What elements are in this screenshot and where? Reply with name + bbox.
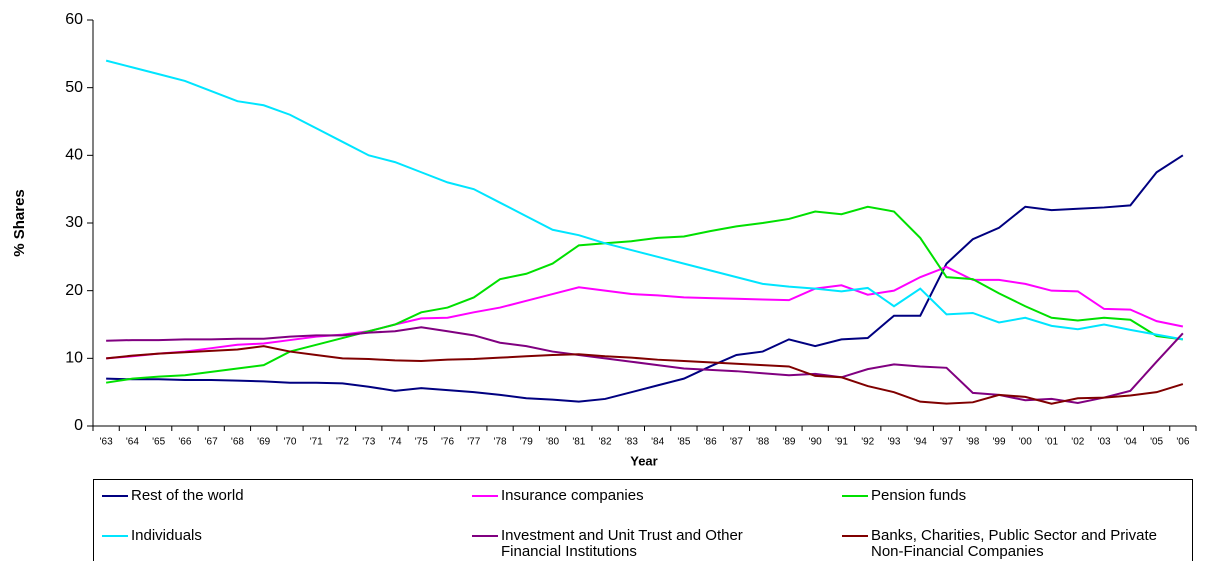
x-tick-label: '82 xyxy=(599,437,612,448)
x-tick-label: '70 xyxy=(283,437,296,448)
x-tick-label: '91 xyxy=(835,437,848,448)
y-tick-label: 0 xyxy=(74,417,83,434)
legend: Rest of the world Insurance companies Pens… xyxy=(93,479,1193,561)
y-axis-title: % Shares xyxy=(11,189,28,257)
x-tick-label: '75 xyxy=(415,437,428,448)
x-tick-label: '85 xyxy=(677,437,690,448)
legend-swatch xyxy=(842,535,868,537)
y-tick-label: 10 xyxy=(65,350,83,367)
legend-item: Investment and Unit Trust and Other Fina… xyxy=(468,528,798,560)
x-tick-label: '84 xyxy=(651,437,664,448)
legend-label: Investment and Unit Trust and Other Fina… xyxy=(501,527,743,560)
y-tick-label: 20 xyxy=(65,282,83,299)
x-tick-label: '99 xyxy=(993,437,1006,448)
x-tick-label: '90 xyxy=(809,437,822,448)
series-line xyxy=(105,59,1184,341)
legend-swatch xyxy=(102,535,128,537)
legend-label: Rest of the world xyxy=(131,487,244,504)
x-tick-label: '77 xyxy=(467,437,480,448)
legend-item: Individuals xyxy=(98,528,428,544)
legend-item: Rest of the world xyxy=(98,488,428,504)
legend-swatch xyxy=(842,495,868,497)
plot: % Shares Year 0 10 20 30 40 50 60 '63 '64 '65 '66 '… xyxy=(11,11,1197,468)
legend-item: Insurance companies xyxy=(468,488,798,504)
legend-item: Banks, Charities, Public Sector and Priv… xyxy=(838,528,1168,560)
x-tick-label: '86 xyxy=(704,437,717,448)
x-tick-label: '97 xyxy=(940,437,953,448)
x-tick-label: '78 xyxy=(494,437,507,448)
x-tick-label: '73 xyxy=(362,437,375,448)
series-line xyxy=(106,345,1184,405)
x-tick-label: '92 xyxy=(861,437,874,448)
legend-label: Individuals xyxy=(131,527,202,544)
legend-label: Banks, Charities, Public Sector and Priv… xyxy=(871,527,1157,560)
x-tick-label: '02 xyxy=(1071,437,1084,448)
x-tick-label: '79 xyxy=(520,437,533,448)
x-tick-label: '98 xyxy=(966,437,979,448)
x-tick-label: '04 xyxy=(1124,437,1137,448)
x-axis-title: Year xyxy=(630,453,657,468)
x-tick-label: '71 xyxy=(310,437,323,448)
legend-item: Pension funds xyxy=(838,488,1168,504)
x-tick-label: '76 xyxy=(441,437,454,448)
x-tick-label: '63 xyxy=(100,437,113,448)
x-tick-label: '06 xyxy=(1176,437,1189,448)
legend-swatch xyxy=(102,495,128,497)
x-tick-label: '01 xyxy=(1045,437,1058,448)
x-tick-label: '03 xyxy=(1098,437,1111,448)
x-tick-label: '67 xyxy=(205,437,218,448)
x-tick-label: '66 xyxy=(178,437,191,448)
x-tick-label: '89 xyxy=(782,437,795,448)
x-tick-label: '74 xyxy=(388,437,401,448)
series-line xyxy=(106,265,1184,360)
x-tick-label: '00 xyxy=(1019,437,1032,448)
x-tick-label: '68 xyxy=(231,437,244,448)
series-line xyxy=(106,326,1184,405)
series-line xyxy=(106,154,1184,403)
x-tick-label: '88 xyxy=(756,437,769,448)
x-tick-label: '94 xyxy=(914,437,927,448)
x-tick-label: '65 xyxy=(152,437,165,448)
y-tick-label: 50 xyxy=(65,79,83,96)
legend-swatch xyxy=(472,495,498,497)
x-tick-label: '69 xyxy=(257,437,270,448)
x-tick-label: '05 xyxy=(1150,437,1163,448)
x-tick-label: '64 xyxy=(126,437,139,448)
x-tick-label: '72 xyxy=(336,437,349,448)
legend-label: Insurance companies xyxy=(501,487,644,504)
y-tick-label: 30 xyxy=(65,214,83,231)
x-tick-label: '87 xyxy=(730,437,743,448)
y-tick-label: 40 xyxy=(65,147,83,164)
x-tick-label: '93 xyxy=(887,437,900,448)
series-line xyxy=(105,205,1183,384)
x-tick-label: '83 xyxy=(625,437,638,448)
legend-swatch xyxy=(472,535,498,537)
x-tick-label: '80 xyxy=(546,437,559,448)
legend-label: Pension funds xyxy=(871,487,967,504)
y-tick-label: 60 xyxy=(65,11,83,28)
x-tick-label: '81 xyxy=(572,437,585,448)
